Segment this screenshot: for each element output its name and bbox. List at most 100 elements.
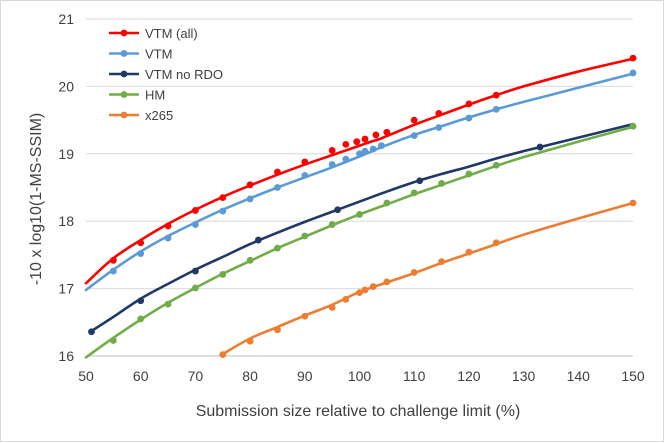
y-tick-label: 19 [58,146,74,162]
data-point [164,234,172,242]
legend-label: VTM no RDO [145,67,223,82]
data-point [369,283,377,290]
data-point [274,244,281,252]
series-line [84,72,635,292]
data-point [410,132,418,140]
x-tick-label: 90 [297,368,313,384]
data-point [377,142,385,150]
series-3 [84,122,637,359]
data-point [219,207,227,215]
data-point [353,138,361,146]
x-tick-label: 70 [188,368,204,384]
data-point [492,105,500,113]
data-point [536,143,544,151]
y-tick-label: 17 [58,281,74,297]
data-point [361,147,369,155]
legend-entry-1: VTM [109,47,172,62]
data-point [383,128,391,136]
x-axis-title: Submission size relative to challenge li… [196,403,521,420]
data-point [334,206,342,214]
x-tick-label: 140 [567,368,591,384]
data-point [328,161,336,168]
data-point [274,326,281,334]
data-point [246,256,254,264]
x-tick-label: 130 [512,368,536,384]
legend-entry-4: x265 [109,108,173,123]
x-tick-label: 60 [133,368,149,384]
data-point [438,258,445,266]
data-point [383,278,391,286]
x-tick-label: 80 [242,368,258,384]
data-point [438,180,445,187]
series-1 [84,69,637,292]
data-point [342,140,350,148]
data-point [629,199,637,207]
data-point [301,232,309,240]
data-point [137,297,145,305]
data-point [435,124,443,131]
series-line [84,57,635,285]
data-point [356,150,363,158]
x-tick-label: 100 [348,368,372,384]
data-point [410,116,418,124]
series-line [84,125,635,359]
data-point [328,304,336,311]
data-point [88,328,95,336]
data-point [328,147,336,154]
data-point [492,91,500,99]
data-point [192,267,199,275]
data-point [164,222,172,230]
data-point [301,312,309,320]
x-tick-label: 110 [403,368,426,384]
legend-marker [120,70,128,78]
legend-marker [120,111,128,119]
data-point [246,337,254,345]
series-group [84,54,637,359]
legend-entry-0: VTM (all) [109,26,198,41]
data-point [410,269,418,276]
y-tick-label: 16 [58,348,74,364]
data-point [361,286,369,294]
series-4 [219,199,637,359]
data-point [416,177,424,185]
y-tick-label: 20 [58,78,74,94]
data-point [410,189,418,197]
legend-label: x265 [145,108,173,123]
data-point [246,181,254,189]
data-point [342,295,350,303]
data-point [328,221,336,228]
data-point [274,184,281,191]
data-point [301,171,309,179]
data-point [219,194,227,202]
legend-label: HM [145,88,165,103]
data-point [372,131,380,139]
data-point [492,161,500,169]
data-point [301,158,309,166]
legend-label: VTM (all) [145,26,198,41]
data-point [274,168,281,176]
data-point [465,170,473,178]
data-point [246,195,254,203]
x-tick-label: 150 [621,368,645,384]
y-tick-label: 21 [58,11,74,27]
data-point [629,122,637,130]
legend-label: VTM [145,47,172,62]
y-tick-label: 18 [58,213,74,229]
series-line [90,122,635,333]
data-point [137,315,145,323]
data-point [369,145,377,153]
data-point [219,271,227,278]
data-point [109,256,117,264]
legend-marker [120,50,128,57]
data-point [254,236,262,244]
data-point [164,300,172,308]
data-point [435,109,443,117]
data-point [361,135,369,143]
data-point [356,289,363,297]
x-tick-label: 50 [78,368,94,384]
data-point [109,337,117,344]
data-point [465,100,473,108]
data-point [465,114,473,122]
